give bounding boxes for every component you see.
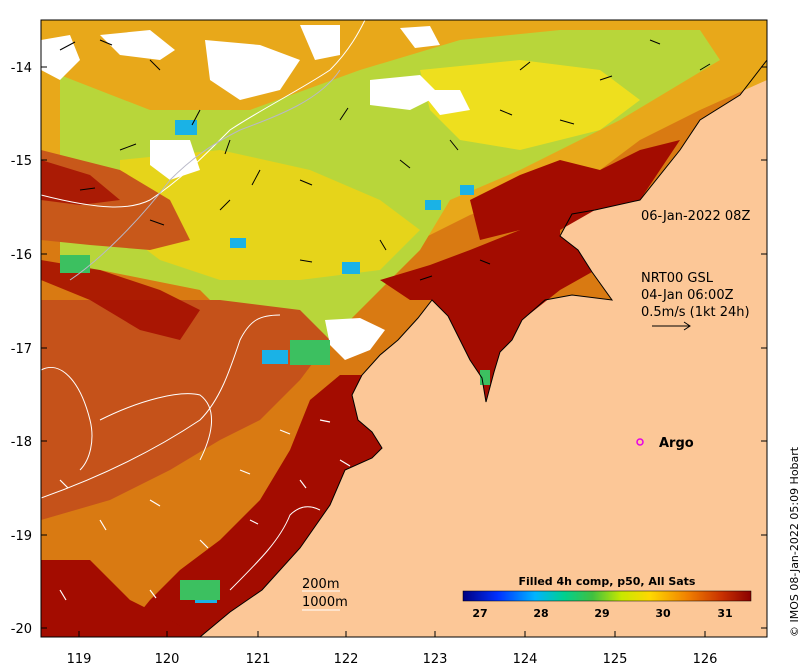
x-tick-label: 126 bbox=[693, 652, 718, 667]
depth-contours bbox=[41, 20, 366, 591]
y-tick-label: -16 bbox=[11, 248, 32, 263]
cloud-gaps bbox=[41, 25, 470, 360]
x-tick-label: 122 bbox=[334, 652, 359, 667]
sst-region-warm-south bbox=[41, 560, 200, 637]
contour-label-1000m: 1000m bbox=[302, 595, 348, 610]
plot-frame bbox=[40, 19, 768, 638]
y-tick-label: -18 bbox=[11, 435, 32, 450]
sst-region-warm-coastal bbox=[120, 375, 382, 637]
x-tick-label: 119 bbox=[67, 652, 92, 667]
y-tick-label: -20 bbox=[11, 622, 32, 637]
argo-marker bbox=[636, 438, 644, 446]
y-tick-label: -14 bbox=[11, 61, 32, 76]
colorbar-gradient bbox=[462, 590, 752, 602]
y-tick-label: -19 bbox=[11, 529, 32, 544]
currents-scale-label: 0.5m/s (1kt 24h) bbox=[641, 305, 750, 320]
contour-label-200m: 200m bbox=[302, 577, 339, 592]
sst-region-orange-southwest bbox=[41, 300, 330, 520]
colorbar-title: Filled 4h comp, p50, All Sats bbox=[519, 575, 696, 588]
currents-source-label: NRT00 GSL bbox=[641, 271, 714, 286]
current-scale-arrow bbox=[652, 321, 691, 331]
x-tick-label: 120 bbox=[155, 652, 180, 667]
coastline bbox=[199, 59, 767, 637]
current-arrows-white bbox=[59, 419, 351, 601]
x-tick-label: 124 bbox=[513, 652, 538, 667]
y-tick-label: -15 bbox=[11, 154, 32, 169]
depth-contours-grey bbox=[69, 69, 341, 281]
land-mass bbox=[200, 20, 767, 637]
x-tick-label: 125 bbox=[603, 652, 628, 667]
colorbar-tick-label: 29 bbox=[594, 607, 609, 620]
x-tick-label: 121 bbox=[246, 652, 271, 667]
date-label: 06-Jan-2022 08Z bbox=[641, 209, 750, 224]
plot-area bbox=[41, 20, 767, 637]
sst-region-warm-gulf bbox=[380, 210, 592, 402]
colorbar-tick-label: 28 bbox=[533, 607, 548, 620]
colorbar-tick-label: 27 bbox=[472, 607, 487, 620]
argo-label: Argo bbox=[659, 436, 694, 451]
sst-region-warm-west bbox=[41, 260, 200, 340]
y-tick-label: -17 bbox=[11, 342, 32, 357]
currents-date-label: 04-Jan 06:00Z bbox=[641, 288, 734, 303]
tick-marks bbox=[41, 66, 767, 637]
colorbar: Filled 4h comp, p50, All Sats 27 28 29 3… bbox=[462, 575, 752, 620]
colorbar-tick-label: 31 bbox=[717, 607, 732, 620]
colorbar-tick-label: 30 bbox=[655, 607, 671, 620]
current-arrows bbox=[59, 39, 711, 281]
green-patches bbox=[60, 255, 490, 600]
credit-text: © IMOS 08-Jan-2022 05:09 Hobart bbox=[788, 446, 801, 637]
sst-region-yellow-east bbox=[420, 60, 640, 150]
sst-region-yellow-center bbox=[120, 150, 420, 280]
sst-region-warm-northeast bbox=[470, 140, 680, 240]
x-tick-label: 123 bbox=[423, 652, 448, 667]
sst-region-warm-northwest bbox=[41, 160, 120, 205]
